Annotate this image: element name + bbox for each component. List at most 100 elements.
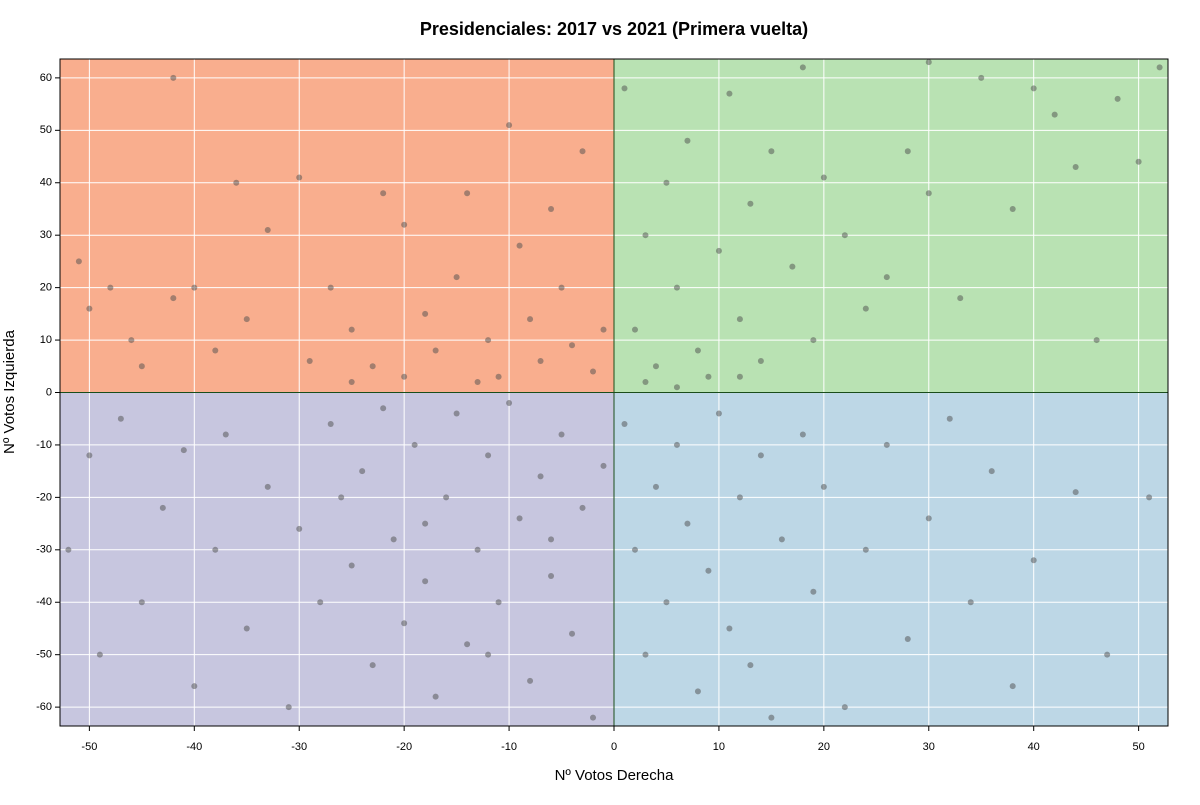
point — [369, 662, 376, 669]
point — [453, 274, 460, 281]
point — [642, 379, 649, 386]
y-tick-label: 10 — [40, 334, 52, 346]
y-tick-label: -30 — [36, 544, 52, 556]
y-tick-label: -40 — [36, 596, 52, 608]
point — [705, 567, 712, 574]
point — [883, 274, 890, 281]
x-tick-label: 10 — [713, 741, 725, 753]
point — [684, 520, 691, 527]
point — [527, 677, 534, 684]
point — [590, 714, 597, 721]
point — [925, 515, 932, 522]
point — [527, 316, 534, 323]
point — [946, 415, 953, 422]
point — [338, 494, 345, 501]
point — [883, 441, 890, 448]
point — [243, 625, 250, 632]
y-tick-label: -10 — [36, 439, 52, 451]
point — [967, 599, 974, 606]
x-tick-label: 50 — [1132, 741, 1144, 753]
x-tick-label: -10 — [501, 741, 517, 753]
point — [820, 483, 827, 490]
point — [988, 468, 995, 475]
x-tick-label: -30 — [291, 741, 307, 753]
point — [212, 347, 219, 354]
y-axis-label: Nº Votos Izquierda — [1, 329, 18, 454]
point — [1114, 95, 1121, 102]
point — [799, 64, 806, 71]
point — [1093, 337, 1100, 344]
point — [715, 410, 722, 417]
point — [432, 693, 439, 700]
point — [673, 284, 680, 291]
x-tick-label: 40 — [1028, 741, 1040, 753]
point — [673, 384, 680, 391]
point — [443, 494, 450, 501]
point — [1072, 489, 1079, 496]
point — [380, 405, 387, 412]
point — [726, 625, 733, 632]
point — [264, 226, 271, 233]
point — [579, 504, 586, 511]
point — [159, 504, 166, 511]
point — [128, 337, 135, 344]
point — [841, 704, 848, 711]
point — [736, 373, 743, 380]
plot-frame — [59, 58, 1169, 727]
point — [558, 284, 565, 291]
point — [757, 452, 764, 459]
point — [600, 326, 607, 333]
quadrant — [60, 59, 614, 393]
point — [694, 347, 701, 354]
point — [464, 190, 471, 197]
point — [810, 588, 817, 595]
point — [684, 137, 691, 144]
x-tick-label: 0 — [611, 741, 617, 753]
point — [65, 546, 72, 553]
point — [768, 714, 775, 721]
quadrant — [60, 392, 614, 726]
point — [726, 90, 733, 97]
point — [631, 546, 638, 553]
point — [736, 316, 743, 323]
y-tick-label: 50 — [40, 124, 52, 136]
point — [590, 368, 597, 375]
point — [1156, 64, 1163, 71]
point — [495, 373, 502, 380]
point — [715, 247, 722, 254]
point — [579, 148, 586, 155]
point — [75, 258, 82, 265]
point — [327, 420, 334, 427]
point — [694, 688, 701, 695]
point — [117, 415, 124, 422]
quadrant — [614, 392, 1168, 726]
point — [799, 431, 806, 438]
y-tick-label: 20 — [40, 282, 52, 294]
point — [757, 358, 764, 365]
point — [548, 205, 555, 212]
x-axis-label: Nº Votos Derecha — [555, 767, 675, 784]
point — [548, 536, 555, 543]
point — [495, 599, 502, 606]
point — [1146, 494, 1153, 501]
point — [652, 483, 659, 490]
point — [673, 441, 680, 448]
point — [191, 284, 198, 291]
point — [432, 347, 439, 354]
point — [516, 242, 523, 249]
point — [191, 683, 198, 690]
point — [422, 520, 429, 527]
point — [862, 546, 869, 553]
point — [705, 373, 712, 380]
point — [600, 462, 607, 469]
point — [170, 295, 177, 302]
point — [663, 599, 670, 606]
point — [841, 232, 848, 239]
point — [453, 410, 460, 417]
point — [222, 431, 229, 438]
point — [474, 546, 481, 553]
point — [768, 148, 775, 155]
point — [652, 363, 659, 370]
point — [170, 74, 177, 81]
